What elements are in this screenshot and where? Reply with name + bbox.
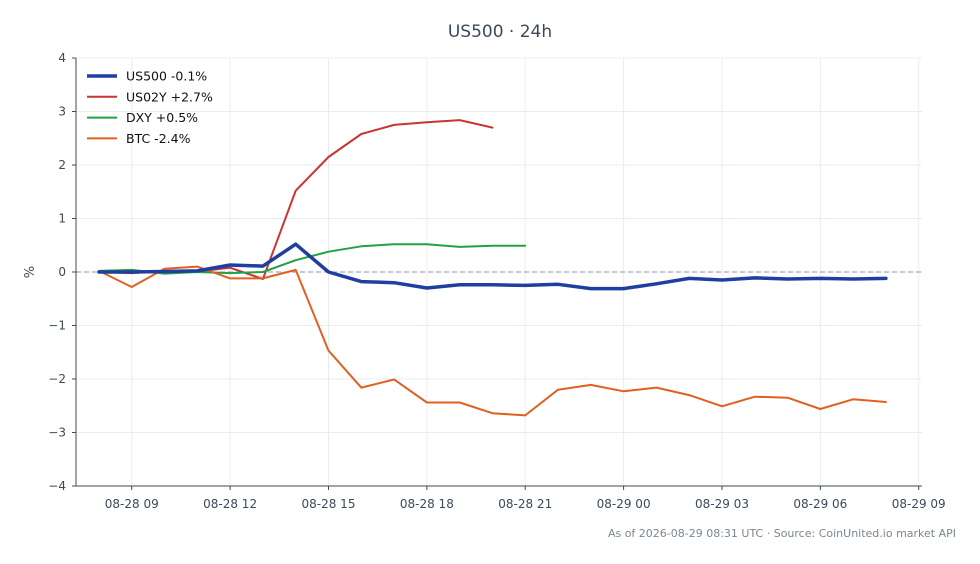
footer-note: As of 2026-08-29 08:31 UTC · Source: Coi… xyxy=(608,527,956,540)
y-axis-label: % xyxy=(23,266,38,278)
series-line-us500 xyxy=(97,242,888,291)
y-tick-label: 2 xyxy=(58,158,66,172)
legend-entry: US02Y +2.7% xyxy=(126,89,213,104)
y-tick-label: 4 xyxy=(58,51,66,65)
x-axis-ticks: 08-28 09 08-28 12 08-28 15 08-28 18 08-28 21… xyxy=(105,486,946,511)
x-tick-label: 08-28 21 xyxy=(498,497,552,511)
legend: US500 -0.1% US02Y +2.7% DXY +0.5% BTC -2.4% xyxy=(87,69,213,146)
y-tick-label: 1 xyxy=(58,212,66,226)
x-tick-label: 08-29 00 xyxy=(597,497,651,511)
x-tick-label: 08-29 03 xyxy=(695,497,749,511)
x-tick-label: 08-28 09 xyxy=(105,497,159,511)
y-tick-label: −4 xyxy=(48,479,66,493)
x-tick-label: 08-29 09 xyxy=(892,497,946,511)
x-tick-label: 08-28 18 xyxy=(400,497,454,511)
x-tick-label: 08-28 15 xyxy=(302,497,356,511)
y-tick-label: −2 xyxy=(48,372,66,386)
chart-title: US500 · 24h xyxy=(448,22,552,42)
legend-entry: BTC -2.4% xyxy=(126,131,191,146)
x-tick-label: 08-29 06 xyxy=(793,497,847,511)
legend-entry: US500 -0.1% xyxy=(126,69,207,84)
series-layer xyxy=(97,119,888,417)
x-tick-label: 08-28 12 xyxy=(203,497,257,511)
y-tick-label: 3 xyxy=(58,105,66,119)
legend-entry: DXY +0.5% xyxy=(126,110,198,125)
y-tick-label: 0 xyxy=(58,265,66,279)
series-line-btc xyxy=(98,265,887,417)
y-tick-label: −3 xyxy=(48,426,66,440)
y-tick-label: −1 xyxy=(48,319,66,333)
y-axis-ticks: −4 −3 −2 −1 0 1 2 3 4 xyxy=(48,51,76,493)
